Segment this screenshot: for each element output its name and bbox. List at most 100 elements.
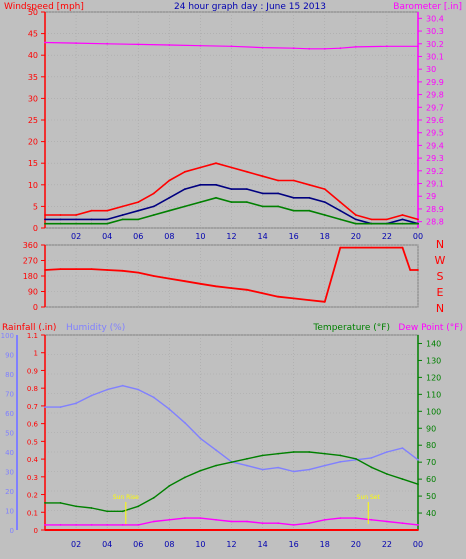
series-point-humidity [184, 421, 186, 424]
series-point-barometer [354, 46, 357, 48]
series-line-wind-direction [44, 246, 418, 303]
sun-annotation: Sun Set [357, 494, 381, 501]
series-point-windspeed-average [308, 196, 311, 199]
series-point-humidity [106, 388, 109, 391]
series-point-wind-direction [75, 268, 77, 270]
temp-ytick-label: 100 [426, 407, 441, 416]
series-point-wind-direction [323, 300, 326, 303]
series-point-wind-direction [292, 297, 295, 300]
series-point-temperature [59, 502, 62, 504]
series-point-windspeed-gust [44, 214, 46, 216]
series-point-dew-point [277, 522, 279, 525]
sun-annotation: Sun Rise [113, 494, 139, 501]
series-point-dew-point [246, 520, 248, 523]
rain-ytick-label: 0 [34, 527, 38, 535]
humidity-ytick-label: 50 [5, 430, 14, 438]
series-point-windspeed-average [354, 218, 357, 221]
series-point-dew-point [292, 524, 295, 526]
series-point-windspeed-average [277, 192, 279, 195]
series-point-windspeed-gust [386, 218, 388, 221]
chart-title: 24 hour graph day : June 15 2013 [174, 2, 326, 12]
rain-ytick-label: 1.1 [27, 332, 38, 340]
series-point-dew-point [339, 517, 342, 519]
series-point-humidity [401, 447, 404, 449]
wind-xtick-label: 16 [289, 232, 299, 241]
series-point-windspeed-gust [246, 170, 248, 173]
series-point-windspeed [199, 201, 202, 204]
series-point-windspeed-gust [277, 179, 279, 182]
series-point-windspeed-average [230, 188, 233, 191]
series-point-humidity [339, 460, 342, 463]
direction-ytick-label: 90 [28, 288, 38, 297]
wind-xtick-label: 02 [71, 232, 81, 241]
series-point-barometer [323, 47, 326, 50]
wind-ytick-label: 20 [28, 138, 38, 147]
series-point-dew-point [106, 524, 109, 526]
series-point-humidity [59, 406, 62, 408]
baro-ytick-label: 29.5 [426, 129, 444, 138]
compass-label: W [435, 254, 446, 267]
climate-xtick-label: 20 [351, 540, 361, 549]
series-point-windspeed-gust [308, 183, 311, 186]
series-point-barometer [261, 46, 264, 49]
series-point-dew-point [386, 520, 388, 523]
series-point-temperature [44, 502, 46, 504]
climate-xtick-label: 06 [133, 540, 143, 549]
wind-xtick-label: 18 [320, 232, 330, 241]
series-point-barometer [199, 44, 202, 47]
series-point-windspeed-average [106, 218, 109, 221]
series-point-windspeed-average [90, 218, 93, 221]
rain-ytick-label: 0.6 [27, 421, 39, 429]
series-point-windspeed-gust [184, 170, 186, 173]
series-point-humidity [121, 384, 124, 387]
climate-xtick-label: 22 [382, 540, 392, 549]
humidity-ytick-label: 90 [5, 352, 14, 360]
series-point-windspeed [137, 218, 140, 221]
rain-ytick-label: 0.2 [27, 492, 38, 500]
series-point-wind-direction [121, 269, 124, 272]
wind-axis-title: Windspeed [mph] [4, 2, 84, 12]
direction-ytick-label: 180 [23, 272, 38, 281]
series-point-humidity [246, 464, 248, 467]
series-point-barometer [339, 47, 342, 50]
series-point-windspeed-gust [417, 218, 419, 221]
humidity-ytick-label: 30 [5, 469, 14, 477]
series-point-humidity [152, 396, 155, 399]
climate-xtick-label: 08 [164, 540, 174, 549]
series-point-dew-point [308, 522, 311, 525]
temp-ytick-label: 80 [426, 441, 436, 450]
series-point-wind-direction [152, 275, 155, 277]
series-point-wind-direction [308, 299, 311, 301]
climate-xtick-label: 00 [413, 540, 423, 549]
series-point-windspeed [90, 222, 93, 225]
series-point-dew-point [370, 518, 373, 521]
humidity-ytick-label: 70 [5, 391, 14, 399]
series-point-windspeed-gust [199, 166, 202, 169]
wind-ytick-label: 35 [28, 73, 38, 82]
series-point-wind-direction [199, 282, 202, 285]
wind-xtick-label: 20 [351, 232, 361, 241]
series-point-windspeed-average [44, 218, 46, 221]
series-point-dew-point [137, 524, 140, 526]
series-point-windspeed-gust [59, 214, 62, 216]
series-point-windspeed-gust [121, 205, 124, 208]
wind-xtick-label: 14 [257, 232, 267, 241]
series-point-humidity [323, 464, 326, 467]
rain-ytick-label: 0.3 [27, 474, 38, 482]
humidity-ytick-label: 0 [10, 527, 14, 535]
series-point-windspeed [308, 209, 311, 212]
series-point-windspeed [44, 222, 46, 225]
series-point-temperature [417, 483, 419, 486]
series-point-wind-direction [184, 280, 186, 283]
wind-ytick-label: 15 [28, 159, 38, 168]
compass-label: E [437, 286, 444, 299]
series-point-rainfall [417, 529, 419, 531]
series-point-wind-direction [230, 287, 233, 289]
series-point-wind-direction [137, 271, 140, 274]
series-point-humidity [215, 449, 217, 451]
series-point-windspeed [323, 214, 326, 216]
series-point-windspeed-average [215, 183, 217, 186]
series-point-wind-direction [90, 268, 93, 270]
rain-ytick-label: 0.5 [27, 438, 38, 446]
temp-ytick-label: 120 [426, 373, 441, 382]
